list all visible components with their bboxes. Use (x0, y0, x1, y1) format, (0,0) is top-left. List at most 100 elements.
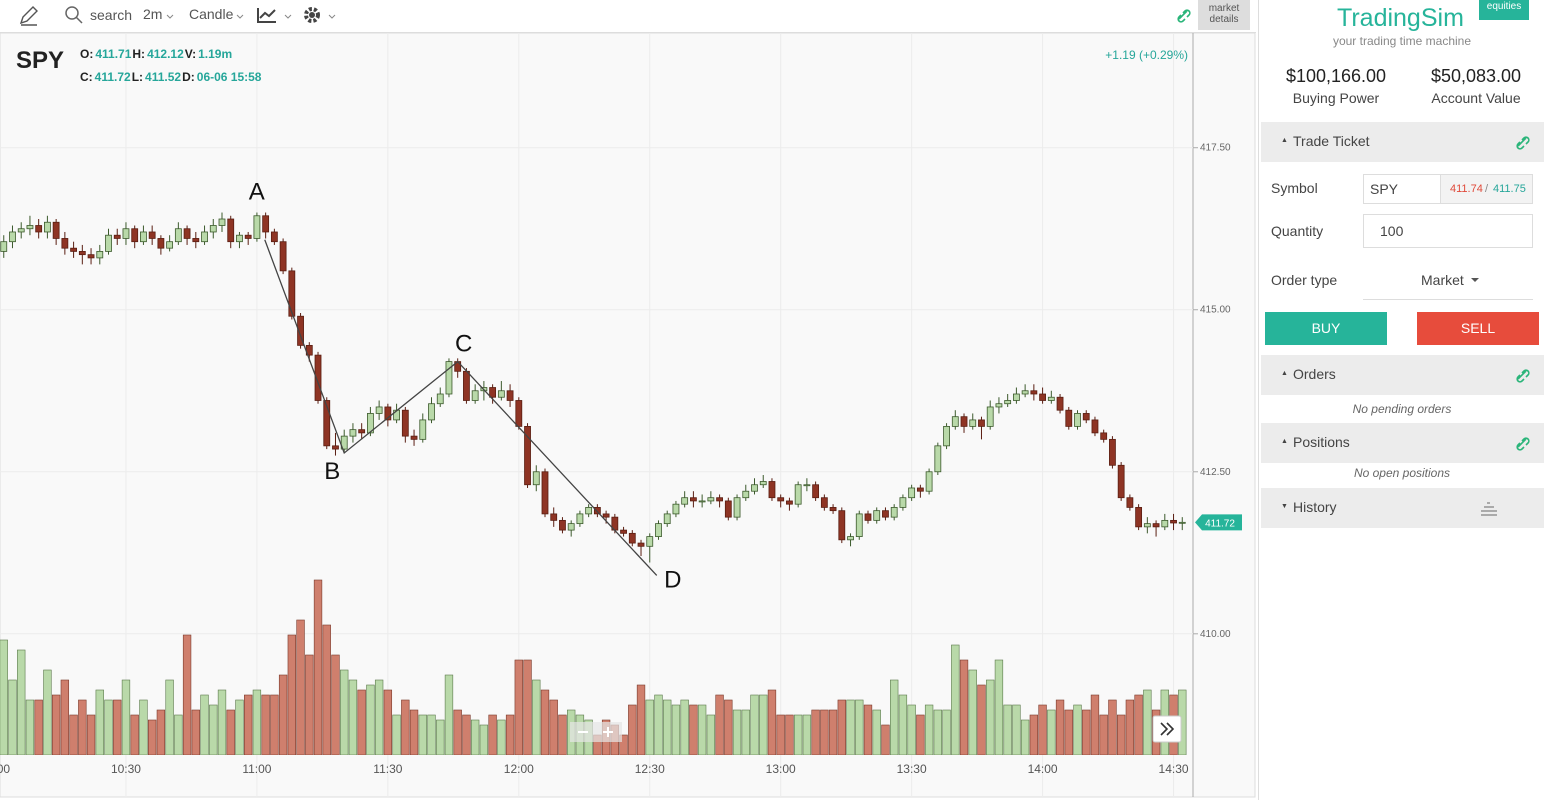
volume-bar (1082, 709, 1091, 755)
volume-bar (60, 679, 70, 755)
candle-body (681, 497, 689, 505)
candle-body (1082, 413, 1090, 421)
volume-bar (505, 714, 515, 755)
link-icon[interactable] (1176, 8, 1192, 24)
volume-bar (924, 704, 934, 755)
volume-bar (25, 699, 35, 755)
volume-bar (724, 699, 733, 755)
volume-bar (182, 634, 192, 755)
zoom-control[interactable] (570, 722, 622, 742)
link-icon[interactable] (1515, 368, 1531, 384)
volume-bar (689, 704, 698, 755)
candle-body (943, 426, 950, 447)
link-icon[interactable] (1515, 135, 1531, 151)
last-price-tag (1195, 514, 1242, 531)
search-icon[interactable] (64, 5, 84, 25)
volume-bar (549, 699, 558, 755)
volume-bar (759, 694, 768, 755)
settings-icon[interactable] (302, 5, 322, 25)
volume-bar (837, 699, 846, 755)
ohlc-legend: O: 411.71 H: 412.12 V: 1.19m C: 411.72 L: 411.52 D… (80, 47, 262, 84)
trade-ticket-header[interactable]: ▲ Trade Ticket (1261, 122, 1544, 162)
interval-select[interactable]: 2m (143, 6, 163, 22)
volume-bar (217, 689, 227, 755)
order-type-select[interactable]: Market (1363, 262, 1533, 300)
candle-body (1152, 523, 1160, 528)
candle-body (1056, 396, 1064, 411)
link-icon[interactable] (1515, 436, 1531, 452)
indicators-icon[interactable] (256, 6, 278, 24)
scroll-right-button[interactable] (1152, 715, 1182, 743)
market-details-button[interactable]: market details (1198, 0, 1250, 30)
candle-body (951, 416, 959, 427)
chart-panel (0, 32, 1256, 798)
chart-style-select[interactable]: Candle (189, 6, 234, 22)
candle-body (925, 471, 933, 492)
candle-body (1161, 519, 1169, 528)
volume-bar (540, 689, 550, 755)
candle-body (786, 500, 793, 505)
volume-bar (916, 714, 925, 755)
candle-body (471, 390, 479, 401)
x-tick-label: 14:00 (1028, 762, 1058, 776)
legend-key: H: (132, 47, 145, 61)
volume-bar (147, 719, 157, 755)
volume-bar (252, 689, 262, 755)
buy-button[interactable]: BUY (1265, 312, 1387, 345)
volume-bar (313, 579, 323, 755)
volume-bar (636, 684, 646, 755)
volume-bar (968, 669, 977, 755)
candle-body (820, 497, 828, 508)
legend-key: D: (182, 70, 195, 84)
volume-bar (523, 659, 532, 755)
candle-body (1170, 519, 1177, 524)
candle-body (803, 484, 811, 487)
volume-bar (17, 649, 26, 755)
volume-bar (340, 669, 349, 755)
x-tick-label: 12:00 (504, 762, 534, 776)
search-input[interactable]: search (90, 7, 133, 23)
candle-body (262, 215, 270, 233)
volume-bar (444, 674, 454, 755)
quote-separator: / (1485, 183, 1489, 195)
candle-body (847, 536, 854, 541)
section-title: Positions (1293, 434, 1350, 450)
x-tick-label: 13:00 (766, 762, 796, 776)
volume-bar (654, 694, 663, 755)
volume-bar (986, 679, 995, 755)
dropdown-chevron (284, 14, 292, 19)
grid (0, 33, 1193, 797)
volume-bar (558, 714, 567, 755)
volume-bar (322, 624, 331, 755)
sidebar: TradingSim equities your trading time ma… (1258, 0, 1544, 800)
candle-body (35, 225, 43, 233)
orders-header[interactable]: ▲ Orders (1261, 355, 1544, 395)
toolbar: search 2m Candle market details (0, 0, 1256, 33)
positions-header[interactable]: ▲ Positions (1261, 423, 1544, 463)
empty-message: No open positions (1353, 466, 1451, 480)
market-details-line: details (1209, 14, 1239, 25)
pencil-icon[interactable] (18, 6, 40, 26)
candle-body (864, 513, 872, 521)
candle-body (9, 231, 16, 243)
symbol-input[interactable]: SPY 411.74 / 411.75 (1363, 174, 1533, 204)
candle-body (1091, 419, 1099, 434)
volume-bar (348, 679, 358, 755)
stat-value: $100,166.00 (1285, 66, 1387, 86)
volume-bar (890, 679, 899, 755)
candle-body (96, 251, 104, 259)
volume-bar (409, 709, 419, 755)
dropdown-chevron (166, 14, 174, 19)
volume-bar (828, 709, 838, 755)
candle-body (410, 435, 418, 440)
history-header[interactable]: ▼ History (1261, 488, 1544, 528)
x-tick-label: 13:30 (897, 762, 927, 776)
symbol-value: SPY (1370, 181, 1399, 197)
volume-bar (86, 714, 96, 755)
candle-body (288, 270, 296, 317)
quantity-input[interactable]: 100 (1363, 214, 1533, 248)
volume-bar (278, 674, 288, 755)
candle-body (1126, 497, 1134, 508)
legend-value: 411.52 (145, 70, 181, 84)
sell-button[interactable]: SELL (1417, 312, 1539, 345)
